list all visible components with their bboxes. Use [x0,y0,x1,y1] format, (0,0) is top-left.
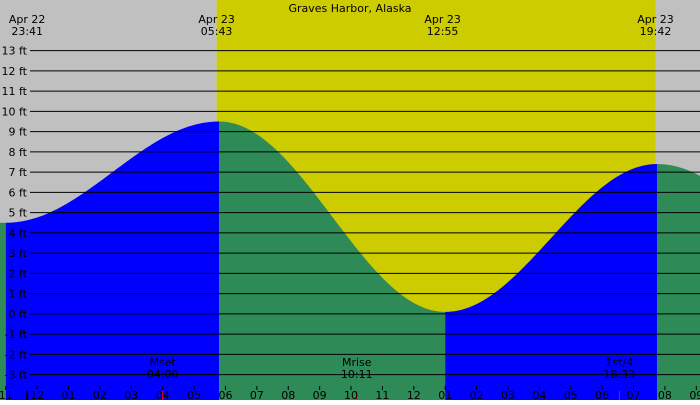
x-tick-label: 09 [689,389,700,400]
x-tick-label: 03 [124,389,138,400]
y-tick-label: -3 ft [5,369,28,382]
x-tick-label: 08 [658,389,672,400]
y-tick-label: 1 ft [9,288,28,301]
moon-event-name: 1st/4 [606,356,634,369]
moon-event-time: 18:33 [604,368,636,381]
y-tick-label: 13 ft [2,45,28,58]
falling-tide-area [219,121,446,401]
x-tick-label: 01 [62,389,76,400]
moon-event-time: 04:00 [147,368,179,381]
rising-tide-area [5,121,220,401]
x-tick-label: 10 [344,389,358,400]
y-tick-label: 10 ft [2,105,28,118]
top-time-label: 12:55 [427,25,459,38]
y-tick-label: 7 ft [9,166,28,179]
y-tick-label: 12 ft [2,65,28,78]
y-tick-label: 0 ft [9,308,28,321]
x-tick-label: 06 [595,389,609,400]
x-tick-label: 06 [218,389,232,400]
x-tick-label: 11 [375,389,389,400]
moon-event-name: Mset [150,356,177,369]
y-tick-label: -2 ft [5,348,28,361]
y-tick-label: 3 ft [9,247,28,260]
x-tick-label: 01 [438,389,452,400]
x-tick-label: 04 [156,389,170,400]
top-time-label: 05:43 [201,25,233,38]
y-tick-label: 11 ft [2,85,28,98]
x-tick-label: 07 [250,389,264,400]
x-tick-label: 03 [501,389,515,400]
y-tick-label: 2 ft [9,267,28,280]
top-date-label: Apr 23 [637,13,674,26]
moon-event-name: Mrise [342,356,372,369]
x-tick-label: 11 [0,389,13,400]
tide-area-layer [0,121,700,401]
x-tick-label: 02 [93,389,107,400]
x-tick-label: 12 [30,389,44,400]
top-date-label: Apr 23 [198,13,235,26]
x-tick-label: 07 [627,389,641,400]
x-tick-label: 12 [407,389,421,400]
y-tick-label: 4 ft [9,227,28,240]
y-tick-label: 6 ft [9,186,28,199]
falling-tide-area [657,164,700,400]
x-tick-label: 05 [564,389,578,400]
x-tick-label: 02 [470,389,484,400]
top-date-label: Apr 23 [424,13,461,26]
rising-tide-area [445,164,658,400]
y-tick-label: 9 ft [9,126,28,139]
grid-layer [5,50,700,400]
chart-title: Graves Harbor, Alaska [288,2,411,15]
x-tick-label: 08 [281,389,295,400]
x-tick-label: 05 [187,389,201,400]
top-date-label: Apr 22 [9,13,46,26]
x-tick-label: 04 [532,389,546,400]
y-tick-label: 5 ft [9,207,28,220]
moon-event-time: 10:11 [341,368,373,381]
top-time-label: 19:42 [640,25,672,38]
y-tick-label: -1 ft [5,328,28,341]
y-tick-label: 8 ft [9,146,28,159]
falling-tide-area [0,222,6,400]
top-time-label: 23:41 [11,25,43,38]
x-tick-label: 09 [313,389,327,400]
